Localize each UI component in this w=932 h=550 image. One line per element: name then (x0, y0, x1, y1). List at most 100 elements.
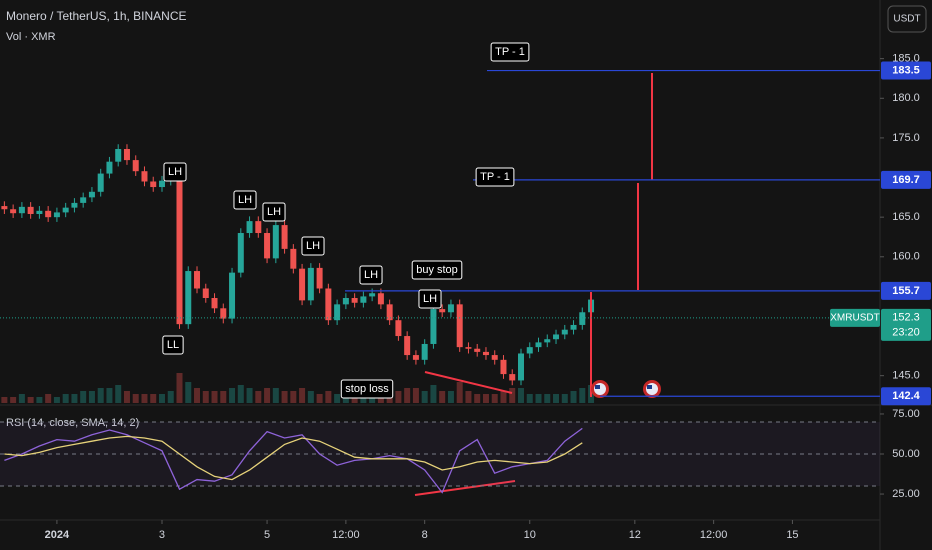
candle-body (53, 212, 60, 218)
rsi-sma-line (4, 435, 583, 481)
annotation-box (475, 167, 515, 187)
volume-bar (88, 391, 95, 403)
volume-bar (430, 385, 437, 403)
candle-body (570, 324, 577, 330)
annotation: LH (306, 240, 320, 252)
volume-bar (80, 391, 87, 403)
annotation: TP - 1 (480, 171, 510, 183)
candle-body (141, 171, 148, 182)
volume-bar (106, 388, 113, 403)
volume-bar (395, 391, 402, 403)
candle-body (237, 233, 244, 273)
candle-body (535, 342, 542, 348)
volume-bar (272, 388, 279, 403)
volume-bar (447, 391, 454, 403)
currency-button[interactable] (887, 5, 927, 33)
price-level-label: 169.7 (892, 174, 920, 186)
candle-body (229, 272, 236, 319)
volume-bar (544, 394, 551, 403)
candle-body (491, 355, 498, 360)
divergence-line (424, 371, 513, 394)
chart-title: Monero / TetherUS, 1h, BINANCE (6, 9, 187, 23)
price-level-label: 142.4 (892, 390, 920, 402)
x-tick-label: 10 (524, 529, 536, 541)
candle-body (307, 267, 314, 301)
rsi-panel (0, 405, 880, 520)
volume-bar (456, 382, 463, 403)
volume-bar (465, 391, 472, 403)
candle-body (115, 149, 122, 162)
volume-bar (18, 394, 25, 403)
candle-body (27, 206, 34, 214)
symbol-label: XMRUSDT (830, 312, 879, 323)
volume-bar (185, 382, 192, 403)
candle-body (176, 175, 183, 325)
y-tick-label: 160.0 (892, 251, 920, 263)
volume-bar (290, 391, 297, 403)
x-tick-label: 12:00 (332, 529, 360, 541)
volume-bar (167, 391, 174, 403)
currency-button-label[interactable]: USDT (893, 14, 920, 25)
candle-body (132, 160, 139, 172)
volume-bar (246, 388, 253, 403)
last-price-box (881, 308, 931, 341)
volume-bar (526, 394, 533, 403)
volume-bar (334, 394, 341, 403)
candle-body (517, 353, 524, 381)
divergence-line (414, 480, 516, 496)
candle-body (579, 312, 586, 325)
volume-bar (579, 388, 586, 403)
candle-body (194, 271, 201, 289)
candle-body (509, 374, 516, 381)
candle-body (45, 210, 52, 218)
candle-body (71, 202, 78, 208)
volume-label: Vol · XMR (6, 31, 56, 43)
candle-body (334, 304, 341, 321)
candle-body (88, 191, 95, 198)
event-icon[interactable] (643, 380, 661, 398)
candle-body (439, 309, 446, 313)
candle-body (211, 298, 218, 309)
annotation: LL (167, 339, 179, 351)
candle-body (150, 181, 157, 188)
candle-body (123, 149, 130, 161)
volume-bar (299, 388, 306, 403)
volume-bar (561, 394, 568, 403)
volume-bar (421, 391, 428, 403)
candle-body (325, 288, 332, 321)
volume-bar (202, 391, 209, 403)
rsi-tick-label: 25.00 (892, 488, 920, 500)
candle-body (544, 339, 551, 343)
volume-bar (62, 394, 69, 403)
candle-body (62, 207, 69, 213)
annotation-box (233, 190, 257, 210)
candle-body (202, 288, 209, 299)
candle-body (561, 329, 568, 335)
candle-body (10, 209, 17, 214)
candle-body (290, 248, 297, 269)
x-tick-label: 12 (629, 529, 641, 541)
candle-body (430, 309, 437, 344)
candle-body (500, 359, 507, 375)
candle-body (395, 320, 402, 337)
price-level-label: 155.7 (892, 285, 920, 297)
volume-bar (97, 388, 104, 403)
y-tick-label: 180.0 (892, 92, 920, 104)
symbol-box (830, 308, 880, 327)
volume-bar (535, 394, 542, 403)
candle-body (553, 334, 560, 340)
event-icon[interactable] (591, 380, 609, 398)
volume-bar (316, 394, 323, 403)
x-tick-label: 12:00 (700, 529, 728, 541)
annotation: TP - 1 (495, 46, 525, 58)
volume-bar (281, 391, 288, 403)
annotation-box (411, 260, 463, 280)
annotation: LH (168, 166, 182, 178)
candle-body (447, 304, 454, 313)
candle-body (421, 343, 428, 360)
last-price-label: 152.3 (892, 312, 920, 324)
annotation-box (359, 265, 383, 285)
volume-bar (10, 397, 17, 403)
annotation-box (340, 379, 394, 399)
volume-bar (412, 388, 419, 403)
